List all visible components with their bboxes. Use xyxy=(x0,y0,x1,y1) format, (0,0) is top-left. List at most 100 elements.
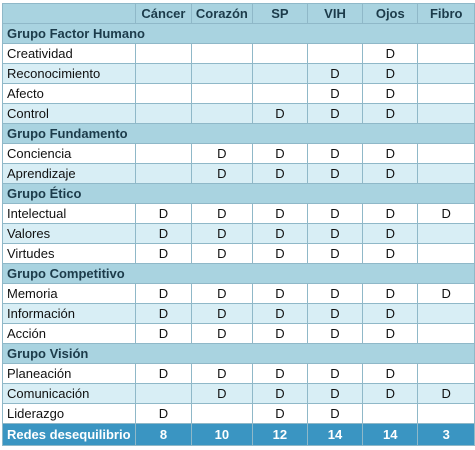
table-row: Virtudes D D D D D xyxy=(2,243,475,264)
table-cell: D xyxy=(190,163,253,184)
table-cell: D xyxy=(362,83,419,104)
row-label: Reconocimiento xyxy=(2,63,136,84)
table-cell: D xyxy=(306,63,364,84)
table-cell: D xyxy=(251,103,308,124)
table-cell: D xyxy=(190,243,253,264)
table-cell: D xyxy=(134,283,192,304)
table-cell: D xyxy=(306,83,364,104)
table-cell: D xyxy=(251,283,308,304)
column-header: VIH xyxy=(306,3,364,24)
table-row: Reconocimiento D D xyxy=(2,63,475,84)
table-cell: D xyxy=(134,303,192,324)
table-row: Afecto D D xyxy=(2,83,475,104)
table-cell: D xyxy=(417,203,475,224)
header-corner-cell xyxy=(2,3,136,24)
table-cell: D xyxy=(362,223,419,244)
header-row: Cáncer Corazón SP VIH Ojos Fibro xyxy=(2,3,475,24)
table-cell xyxy=(190,83,253,104)
table-cell: D xyxy=(190,303,253,324)
table-cell xyxy=(362,403,419,424)
table-cell xyxy=(190,43,253,64)
row-label: Virtudes xyxy=(2,243,136,264)
table-cell: D xyxy=(251,223,308,244)
table-cell xyxy=(134,43,192,64)
table-cell xyxy=(417,103,475,124)
table-cell: D xyxy=(190,323,253,344)
table-cell: D xyxy=(251,403,308,424)
row-label: Comunicación xyxy=(2,383,136,404)
footer-label: Redes desequilibrio xyxy=(2,423,136,446)
table-cell xyxy=(417,243,475,264)
table-cell: D xyxy=(362,63,419,84)
footer-total: 14 xyxy=(306,423,364,446)
table-cell: D xyxy=(190,283,253,304)
table-cell xyxy=(417,143,475,164)
row-label: Conciencia xyxy=(2,143,136,164)
table-cell: D xyxy=(306,283,364,304)
table-cell xyxy=(251,43,308,64)
table-cell xyxy=(306,43,364,64)
row-label: Intelectual xyxy=(2,203,136,224)
table-cell: D xyxy=(306,143,364,164)
table-cell: D xyxy=(306,323,364,344)
table-cell xyxy=(417,43,475,64)
table-row: Memoria D D D D D D xyxy=(2,283,475,304)
table-cell: D xyxy=(251,143,308,164)
table-cell: D xyxy=(362,43,419,64)
column-header: Cáncer xyxy=(134,3,192,24)
group-header-row: Grupo Fundamento xyxy=(2,123,475,144)
column-header: SP xyxy=(251,3,308,24)
table-cell: D xyxy=(306,243,364,264)
table-row: Control D D D xyxy=(2,103,475,124)
group-header-row: Grupo Factor Humano xyxy=(2,23,475,44)
table-container: Cáncer Corazón SP VIH Ojos Fibro Grupo Factor… xyxy=(2,3,475,446)
table-cell: D xyxy=(362,163,419,184)
table-cell: D xyxy=(362,203,419,224)
table-cell: D xyxy=(251,383,308,404)
table-cell: D xyxy=(190,203,253,224)
table-row: Creatividad D xyxy=(2,43,475,64)
table-cell: D xyxy=(134,323,192,344)
row-label: Creatividad xyxy=(2,43,136,64)
group-title: Grupo Fundamento xyxy=(2,123,475,144)
table-cell xyxy=(134,103,192,124)
table-row: Liderazgo D D D xyxy=(2,403,475,424)
table-cell: D xyxy=(190,223,253,244)
group-header-row: Grupo Visión xyxy=(2,343,475,364)
table-cell: D xyxy=(362,383,419,404)
footer-total: 12 xyxy=(251,423,308,446)
table-cell xyxy=(417,363,475,384)
table-cell: D xyxy=(362,363,419,384)
table-cell xyxy=(417,303,475,324)
table-cell: D xyxy=(251,323,308,344)
row-label: Afecto xyxy=(2,83,136,104)
table-cell: D xyxy=(306,203,364,224)
row-label: Valores xyxy=(2,223,136,244)
table-cell xyxy=(251,63,308,84)
table-row: Planeación D D D D D xyxy=(2,363,475,384)
table-cell: D xyxy=(306,103,364,124)
table-cell: D xyxy=(190,363,253,384)
table-cell xyxy=(134,143,192,164)
table-cell: D xyxy=(306,383,364,404)
table-cell: D xyxy=(417,283,475,304)
footer-total: 10 xyxy=(190,423,253,446)
table-cell: D xyxy=(362,323,419,344)
table-cell xyxy=(190,403,253,424)
row-label: Liderazgo xyxy=(2,403,136,424)
table-cell xyxy=(190,103,253,124)
row-label: Planeación xyxy=(2,363,136,384)
table-cell xyxy=(134,63,192,84)
table-cell xyxy=(417,223,475,244)
table-cell: D xyxy=(134,403,192,424)
table-cell: D xyxy=(251,203,308,224)
table-cell: D xyxy=(306,223,364,244)
table-cell: D xyxy=(251,303,308,324)
table-cell: D xyxy=(417,383,475,404)
group-title: Grupo Competitivo xyxy=(2,263,475,284)
table-cell xyxy=(134,163,192,184)
group-header-row: Grupo Ético xyxy=(2,183,475,204)
table-row: Comunicación D D D D D xyxy=(2,383,475,404)
imbalance-table: Cáncer Corazón SP VIH Ojos Fibro Grupo Factor… xyxy=(2,3,475,446)
row-label: Aprendizaje xyxy=(2,163,136,184)
